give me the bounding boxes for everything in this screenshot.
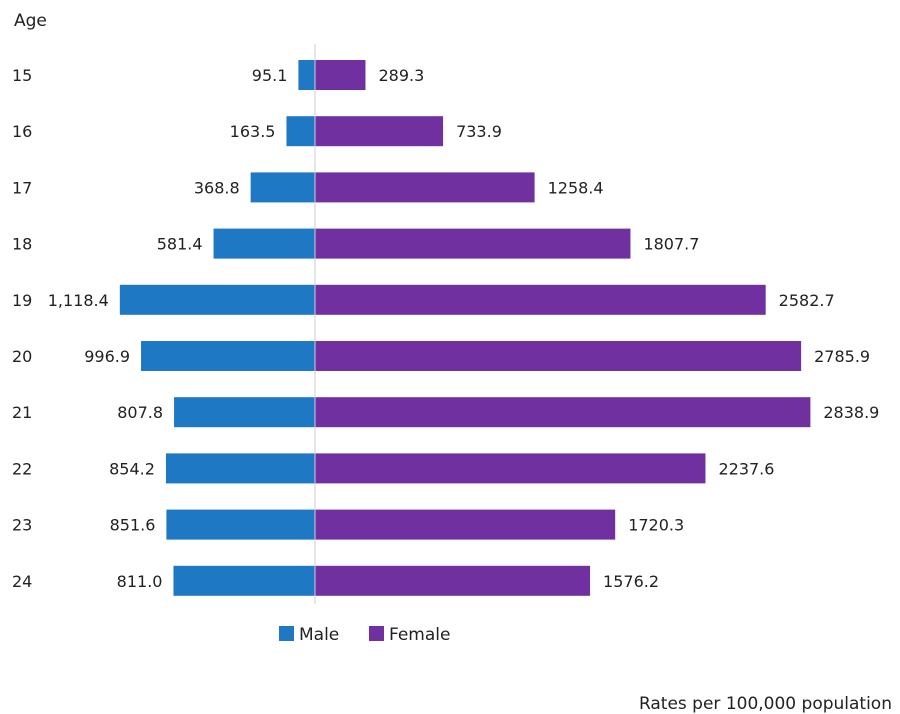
male-bar-17 <box>250 172 315 203</box>
male-bar-16 <box>286 116 315 147</box>
male-value-label-16: 163.5 <box>230 122 276 141</box>
male-bar-18 <box>213 228 315 259</box>
female-bar-19 <box>315 284 766 315</box>
female-bar-17 <box>315 172 535 203</box>
female-bar-20 <box>315 341 802 371</box>
age-tick-21: 21 <box>12 403 32 422</box>
female-value-label-18: 1807.7 <box>643 235 699 254</box>
age-tick-18: 18 <box>12 235 32 254</box>
female-bar-18 <box>315 228 631 259</box>
female-value-label-24: 1576.2 <box>603 572 659 591</box>
legend: Male Female <box>279 625 450 645</box>
age-tick-22: 22 <box>12 459 32 478</box>
female-value-label-21: 2838.9 <box>823 403 879 422</box>
male-bar-24 <box>173 565 315 596</box>
male-value-label-22: 854.2 <box>109 459 155 478</box>
female-value-label-23: 1720.3 <box>628 516 684 535</box>
age-tick-23: 23 <box>12 516 32 535</box>
female-bar-21 <box>315 397 811 428</box>
female-bar-15 <box>315 60 366 90</box>
female-bar-22 <box>315 453 706 484</box>
age-tick-labels: 15 16 17 18 19 20 21 22 23 24 <box>12 66 32 591</box>
age-tick-17: 17 <box>12 178 32 197</box>
female-value-label-20: 2785.9 <box>814 347 870 366</box>
female-value-label-22: 2237.6 <box>718 459 774 478</box>
male-bars <box>119 60 315 596</box>
rates-note: Rates per 100,000 population <box>639 694 892 714</box>
female-value-label-19: 2582.7 <box>779 291 835 310</box>
male-value-label-19: 1,118.4 <box>48 291 109 310</box>
male-bar-21 <box>174 397 315 428</box>
female-bars <box>315 60 811 596</box>
female-bar-16 <box>315 116 444 147</box>
male-value-label-15: 95.1 <box>252 66 288 85</box>
male-bar-22 <box>165 453 315 484</box>
male-value-label-24: 811.0 <box>117 572 163 591</box>
male-bar-20 <box>141 341 315 371</box>
male-value-label-20: 996.9 <box>84 347 130 366</box>
female-bar-23 <box>315 509 616 540</box>
legend-female-swatch <box>369 626 384 641</box>
legend-female-label: Female <box>389 625 450 645</box>
y-axis-title: Age <box>14 11 47 31</box>
age-tick-19: 19 <box>12 291 32 310</box>
male-bar-23 <box>166 509 315 540</box>
male-value-label-21: 807.8 <box>117 403 163 422</box>
male-value-label-18: 581.4 <box>157 235 203 254</box>
data-labels: 95.1 289.3 163.5 733.9 368.8 1258.4 581.4 1807.… <box>48 66 880 591</box>
male-bar-15 <box>298 60 315 90</box>
male-value-label-17: 368.8 <box>194 178 240 197</box>
legend-male-swatch <box>279 626 294 641</box>
age-tick-20: 20 <box>12 347 32 366</box>
legend-male-label: Male <box>299 625 339 645</box>
female-value-label-15: 289.3 <box>378 66 424 85</box>
age-tick-24: 24 <box>12 572 32 591</box>
female-value-label-17: 1258.4 <box>548 178 604 197</box>
female-value-label-16: 733.9 <box>456 122 502 141</box>
age-tick-15: 15 <box>12 66 32 85</box>
female-bar-24 <box>315 565 591 596</box>
male-value-label-23: 851.6 <box>110 516 156 535</box>
age-tick-16: 16 <box>12 122 32 141</box>
male-bar-19 <box>119 284 315 315</box>
